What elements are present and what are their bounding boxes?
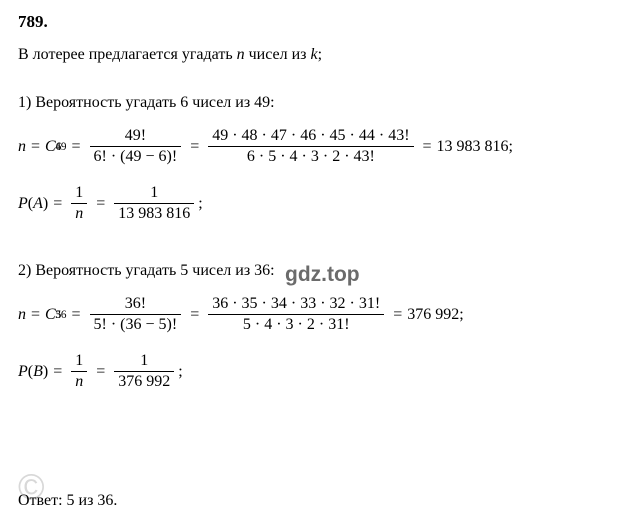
frac-den: 5! · (36 − 5)! bbox=[90, 315, 182, 335]
p-end: ; bbox=[198, 195, 202, 213]
fraction-p2: 1 376 992 bbox=[114, 351, 174, 392]
equals: = bbox=[96, 195, 105, 213]
equals: = bbox=[71, 306, 80, 324]
equals: = bbox=[190, 138, 199, 156]
result: 376 992; bbox=[407, 306, 463, 324]
fraction-1: 49! 6! · (49 − 6)! bbox=[90, 126, 182, 167]
intro-text: В лотерее предлагается угадать n чисел и… bbox=[18, 46, 619, 64]
c-sym: C bbox=[45, 138, 56, 156]
frac-num: 1 bbox=[146, 183, 162, 203]
part1-n-formula: n = C649 = 49! 6! · (49 − 6)! = 49 · 48 … bbox=[18, 126, 619, 167]
equals: = bbox=[190, 306, 199, 324]
frac-den: 6! · (49 − 6)! bbox=[90, 147, 182, 167]
frac-den: 6 · 5 · 4 · 3 · 2 · 43! bbox=[243, 147, 379, 167]
answer-line: Ответ: 5 из 36. bbox=[18, 492, 117, 510]
part1-label: 1) Вероятность угадать 6 чисел из 49: bbox=[18, 94, 619, 112]
c-sub: 36 bbox=[55, 309, 66, 321]
equals: = bbox=[393, 306, 402, 324]
fraction-p1: 1 n bbox=[71, 183, 87, 224]
intro-pre: В лотерее предлагается угадать bbox=[18, 46, 237, 63]
watermark: gdz.top bbox=[285, 263, 360, 287]
equals: = bbox=[53, 195, 62, 213]
frac-num: 36! bbox=[121, 294, 150, 314]
problem-number: 789. bbox=[18, 12, 619, 32]
frac-den: n bbox=[71, 372, 87, 392]
equals: = bbox=[423, 138, 432, 156]
frac-num: 1 bbox=[71, 183, 87, 203]
fraction-2: 49 · 48 · 47 · 46 · 45 · 44 · 43! 6 · 5 … bbox=[208, 126, 413, 167]
frac-num: 49 · 48 · 47 · 46 · 45 · 44 · 43! bbox=[208, 126, 413, 146]
fraction-p1: 1 n bbox=[71, 351, 87, 392]
frac-num: 1 bbox=[136, 351, 152, 371]
frac-den: 376 992 bbox=[114, 372, 174, 392]
paren: ) bbox=[43, 195, 48, 213]
answer-label: Ответ: bbox=[18, 492, 67, 509]
part2-n-formula: n = C536 = 36! 5! · (36 − 5)! = 36 · 35 … bbox=[18, 294, 619, 335]
c-sub: 49 bbox=[55, 141, 66, 153]
n-var: n bbox=[18, 306, 26, 324]
n-var: n bbox=[18, 138, 26, 156]
c-sym: C bbox=[45, 306, 56, 324]
part2-p-formula: P(B) = 1 n = 1 376 992 ; bbox=[18, 351, 619, 392]
answer-value: 5 из 36. bbox=[67, 492, 118, 509]
part1-p-formula: P(A) = 1 n = 1 13 983 816 ; bbox=[18, 183, 619, 224]
fraction-2: 36 · 35 · 34 · 33 · 32 · 31! 5 · 4 · 3 ·… bbox=[208, 294, 384, 335]
p-arg: A bbox=[33, 195, 43, 213]
equals: = bbox=[53, 363, 62, 381]
intro-var-n: n bbox=[237, 46, 245, 63]
p-end: ; bbox=[178, 363, 182, 381]
fraction-p2: 1 13 983 816 bbox=[114, 183, 194, 224]
result: 13 983 816; bbox=[437, 138, 513, 156]
frac-num: 49! bbox=[121, 126, 150, 146]
frac-num: 1 bbox=[71, 351, 87, 371]
frac-den: 13 983 816 bbox=[114, 204, 194, 224]
equals: = bbox=[96, 363, 105, 381]
p-sym: P bbox=[18, 195, 28, 213]
equals: = bbox=[31, 138, 40, 156]
equals: = bbox=[71, 138, 80, 156]
equals: = bbox=[31, 306, 40, 324]
intro-end: ; bbox=[318, 46, 322, 63]
frac-den: n bbox=[71, 204, 87, 224]
p-arg: B bbox=[33, 363, 43, 381]
intro-var-k: k bbox=[311, 46, 318, 63]
intro-mid: чисел из bbox=[245, 46, 311, 63]
frac-den: 5 · 4 · 3 · 2 · 31! bbox=[239, 315, 354, 335]
fraction-1: 36! 5! · (36 − 5)! bbox=[90, 294, 182, 335]
frac-num: 36 · 35 · 34 · 33 · 32 · 31! bbox=[208, 294, 384, 314]
p-sym: P bbox=[18, 363, 28, 381]
paren: ) bbox=[43, 363, 48, 381]
